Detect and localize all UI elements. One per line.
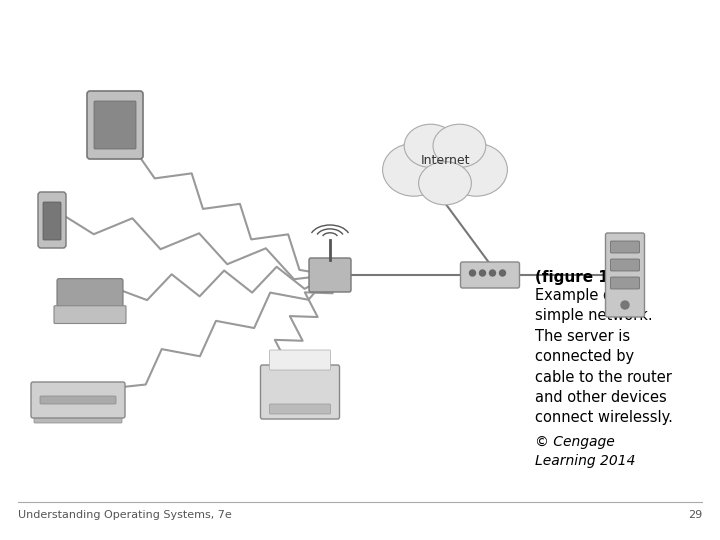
- FancyBboxPatch shape: [309, 258, 351, 292]
- FancyBboxPatch shape: [269, 404, 330, 414]
- Text: © Cengage
Learning 2014: © Cengage Learning 2014: [535, 435, 636, 468]
- Circle shape: [469, 270, 475, 276]
- FancyBboxPatch shape: [54, 306, 126, 323]
- FancyBboxPatch shape: [40, 396, 116, 404]
- FancyBboxPatch shape: [611, 277, 639, 289]
- Text: (figure 1.7): (figure 1.7): [535, 270, 632, 285]
- FancyBboxPatch shape: [38, 192, 66, 248]
- Text: Internet: Internet: [420, 153, 469, 166]
- FancyBboxPatch shape: [57, 279, 123, 307]
- FancyBboxPatch shape: [269, 350, 330, 370]
- Ellipse shape: [404, 124, 457, 167]
- FancyBboxPatch shape: [43, 202, 61, 240]
- FancyBboxPatch shape: [461, 262, 520, 288]
- FancyBboxPatch shape: [261, 365, 340, 419]
- FancyBboxPatch shape: [34, 415, 122, 423]
- Circle shape: [500, 270, 505, 276]
- Ellipse shape: [382, 144, 445, 196]
- Circle shape: [621, 301, 629, 309]
- Ellipse shape: [433, 124, 486, 167]
- FancyBboxPatch shape: [94, 101, 136, 149]
- FancyBboxPatch shape: [611, 241, 639, 253]
- FancyBboxPatch shape: [87, 91, 143, 159]
- Circle shape: [490, 270, 495, 276]
- Text: Understanding Operating Systems, 7e: Understanding Operating Systems, 7e: [18, 510, 232, 520]
- Text: Example of a
simple network.
The server is
connected by
cable to the router
and : Example of a simple network. The server …: [535, 288, 673, 426]
- Ellipse shape: [402, 131, 488, 199]
- Text: 29: 29: [688, 510, 702, 520]
- Ellipse shape: [418, 161, 472, 205]
- Ellipse shape: [445, 144, 508, 196]
- FancyBboxPatch shape: [606, 233, 644, 317]
- FancyBboxPatch shape: [611, 259, 639, 271]
- Circle shape: [480, 270, 485, 276]
- FancyBboxPatch shape: [31, 382, 125, 418]
